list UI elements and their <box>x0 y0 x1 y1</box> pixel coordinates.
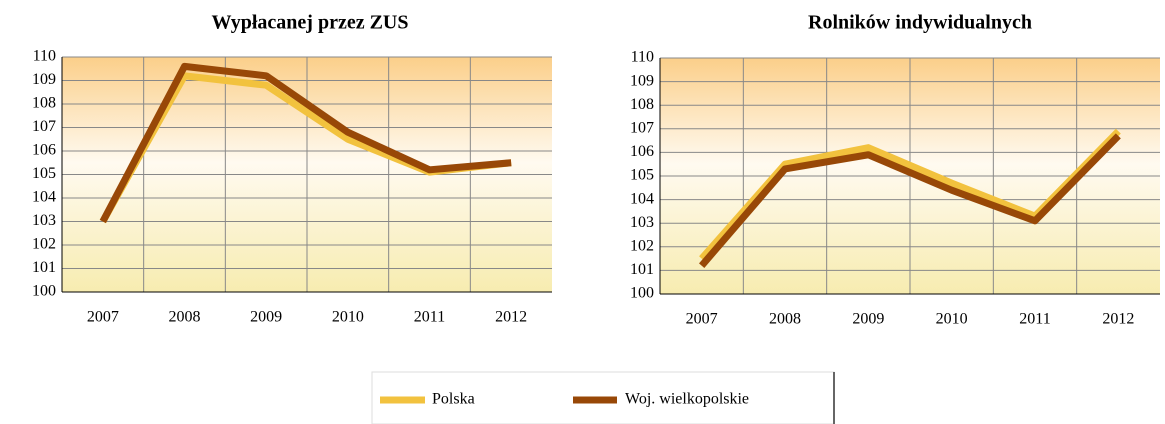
y-tick-label: 105 <box>630 167 654 184</box>
y-tick-label: 110 <box>631 49 654 66</box>
y-tick-label: 106 <box>630 143 654 160</box>
y-tick-label: 110 <box>33 48 56 65</box>
y-tick-label: 104 <box>630 190 654 207</box>
x-tick-label: 2008 <box>169 309 201 326</box>
x-tick-label: 2009 <box>852 311 884 328</box>
x-tick-label: 2007 <box>686 311 718 328</box>
x-tick-label: 2011 <box>414 309 445 326</box>
y-tick-label: 103 <box>32 212 56 229</box>
x-tick-label: 2012 <box>1102 311 1134 328</box>
x-tick-label: 2010 <box>936 311 968 328</box>
x-tick-label: 2008 <box>769 311 801 328</box>
x-tick-label: 2007 <box>87 309 119 326</box>
y-tick-label: 106 <box>32 142 56 159</box>
x-tick-label: 2010 <box>332 309 364 326</box>
series-line <box>99 62 512 224</box>
y-tick-label: 105 <box>32 165 56 182</box>
legend: Polska Woj. wielkopolskie <box>371 371 835 424</box>
y-tick-label: 101 <box>630 261 654 278</box>
y-tick-label: 108 <box>32 95 56 112</box>
y-tick-label: 100 <box>32 283 56 300</box>
legend-label: Polska <box>432 391 475 408</box>
y-tick-label: 104 <box>32 189 56 206</box>
series-line <box>699 133 1121 268</box>
y-tick-label: 100 <box>630 285 654 302</box>
x-tick-label: 2009 <box>250 309 282 326</box>
y-tick-label: 107 <box>630 119 654 136</box>
y-tick-label: 102 <box>630 237 654 254</box>
y-tick-label: 109 <box>630 72 654 89</box>
y-tick-label: 109 <box>32 71 56 88</box>
y-tick-label: 103 <box>630 214 654 231</box>
legend-label: Woj. wielkopolskie <box>625 391 749 408</box>
x-tick-label: 2011 <box>1019 311 1050 328</box>
y-tick-label: 102 <box>32 236 56 253</box>
chart-title: Rolników indywidualnych <box>808 12 1032 34</box>
y-tick-label: 108 <box>630 96 654 113</box>
x-tick-label: 2012 <box>495 309 527 326</box>
y-tick-label: 107 <box>32 118 56 135</box>
y-tick-label: 101 <box>32 259 56 276</box>
chart-title: Wypłacanej przez ZUS <box>211 12 408 34</box>
